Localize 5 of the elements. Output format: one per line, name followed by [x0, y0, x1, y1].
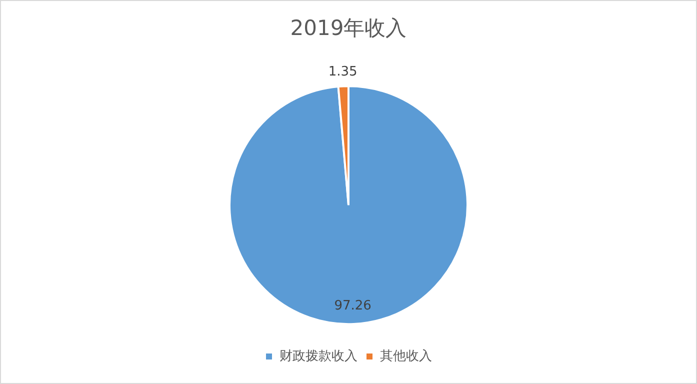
legend-label: 其他收入 [380, 348, 432, 364]
data-label: 97.26 [334, 298, 372, 314]
data-label: 1.35 [328, 64, 358, 80]
legend-label: 财政拨款收入 [280, 348, 358, 364]
chart-title: 2019年收入 [290, 16, 407, 40]
